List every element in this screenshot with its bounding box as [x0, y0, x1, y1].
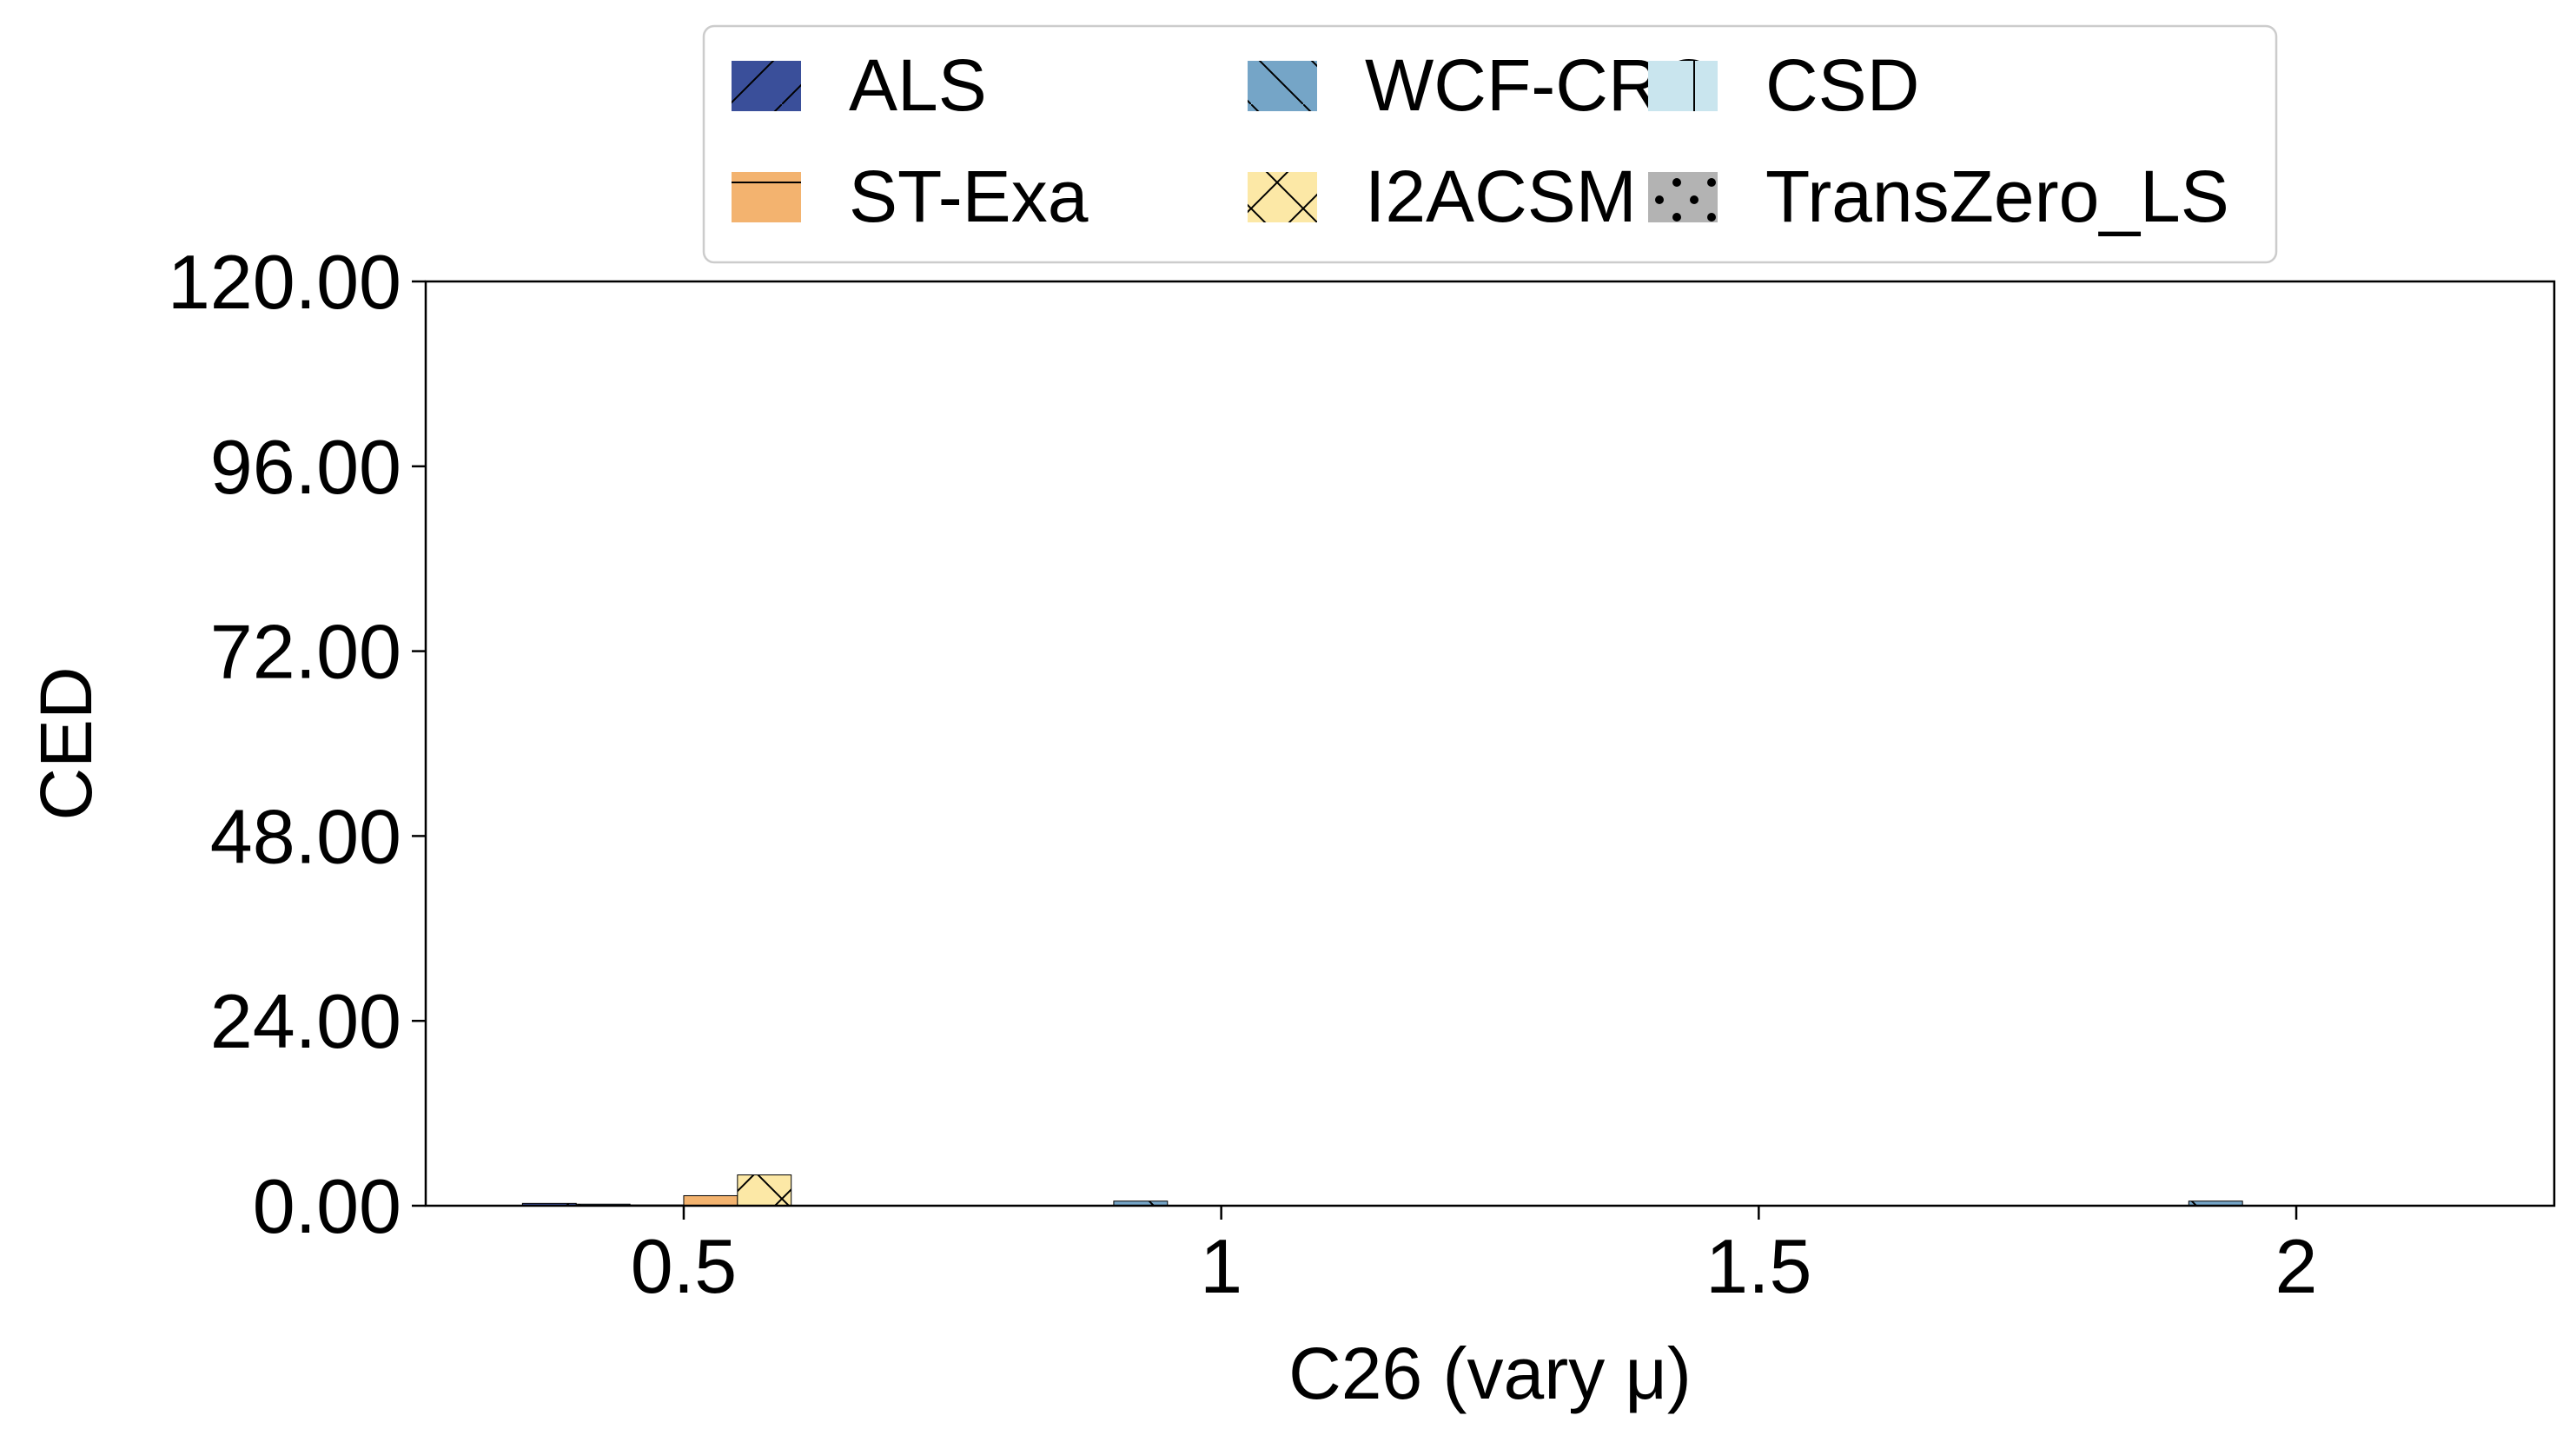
legend-frame	[702, 24, 2278, 264]
x-axis-label: C26 (vary μ)	[1288, 1333, 1692, 1414]
legend-label-transzero-ls: TransZero_LS	[1765, 155, 2229, 237]
x-tick-label: 0.5	[631, 1223, 737, 1309]
plot-background	[426, 281, 2554, 1206]
y-axis-label: CED	[25, 666, 107, 820]
legend-entry-als: ALS	[732, 44, 987, 126]
axes-frame	[424, 280, 2556, 1207]
y-tick-label: 120.00	[168, 239, 401, 325]
bar-i2acsm-0.5	[737, 1174, 792, 1207]
legend-entry-i2acsm: I2ACSM	[1248, 155, 1637, 237]
legend-entry-transzero-ls: TransZero_LS	[1648, 155, 2229, 237]
bar-st-exa-0.5	[683, 1194, 738, 1207]
axes-group: 0.00 24.00 48.00 72.00 96.00 120.00 0.5 1 1.5 2	[168, 239, 2556, 1309]
x-tick-label: 2	[2275, 1223, 2318, 1309]
legend-label-als: ALS	[849, 44, 987, 126]
bars-group	[521, 1174, 2243, 1207]
legend-label-csd: CSD	[1765, 44, 1919, 126]
x-tick-label: 1.5	[1705, 1223, 1811, 1309]
y-tick-label: 96.00	[210, 424, 401, 510]
y-tick-label: 0.00	[253, 1163, 401, 1249]
y-tick-label: 48.00	[210, 793, 401, 879]
legend-label-i2acsm: I2ACSM	[1365, 155, 1637, 237]
legend-label-st-exa: ST-Exa	[849, 155, 1089, 237]
y-tick-label: 24.00	[210, 978, 401, 1064]
plot-area	[426, 281, 2554, 1206]
y-tick-label: 72.00	[210, 609, 401, 695]
legend-entry-st-exa: ST-Exa	[732, 155, 1089, 237]
x-tick-label: 1	[1200, 1223, 1242, 1309]
legend-entry-csd: CSD	[1648, 44, 1919, 126]
